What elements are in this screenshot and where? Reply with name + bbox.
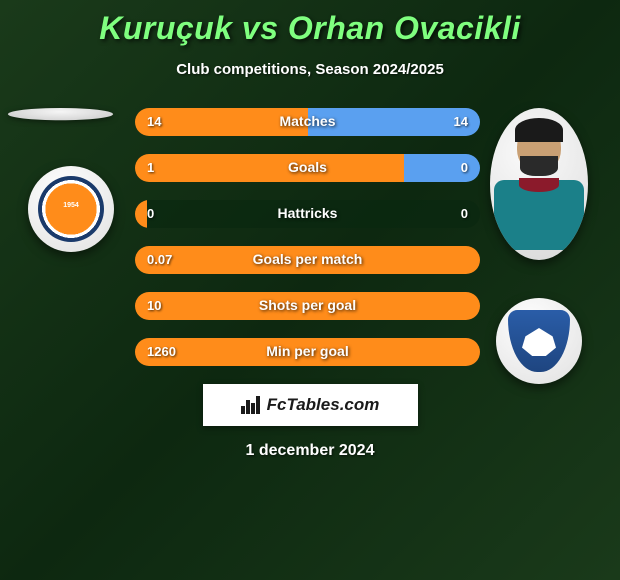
stat-label: Goals — [135, 159, 480, 175]
comparison-panel: 1954 1414Matches 10Goals 00Hattricks 0.07Go… — [0, 108, 620, 460]
stat-label: Min per goal — [135, 343, 480, 359]
logo-text: FcTables.com — [267, 395, 380, 415]
stat-row: 1414Matches — [135, 108, 480, 136]
date-label: 1 december 2024 — [0, 442, 620, 460]
player-right-avatar — [490, 108, 588, 260]
stat-row: 10Shots per goal — [135, 292, 480, 320]
stat-label: Matches — [135, 113, 480, 129]
subtitle: Club competitions, Season 2024/2025 — [0, 61, 620, 78]
stat-label: Shots per goal — [135, 297, 480, 313]
stat-row: 10Goals — [135, 154, 480, 182]
stat-label: Goals per match — [135, 251, 480, 267]
page-title: Kuruçuk vs Orhan Ovacikli — [0, 0, 620, 47]
stat-row: 00Hattricks — [135, 200, 480, 228]
fctables-logo: FcTables.com — [203, 384, 418, 426]
chart-icon — [241, 396, 261, 414]
stat-row: 1260Min per goal — [135, 338, 480, 366]
stat-label: Hattricks — [135, 205, 480, 221]
stat-row: 0.07Goals per match — [135, 246, 480, 274]
club-left-badge: 1954 — [28, 166, 114, 252]
club-left-label: 1954 — [63, 202, 79, 209]
club-right-badge — [496, 298, 582, 384]
player-left-avatar — [8, 108, 113, 120]
stat-bars: 1414Matches 10Goals 00Hattricks 0.07Goals p… — [135, 108, 480, 366]
